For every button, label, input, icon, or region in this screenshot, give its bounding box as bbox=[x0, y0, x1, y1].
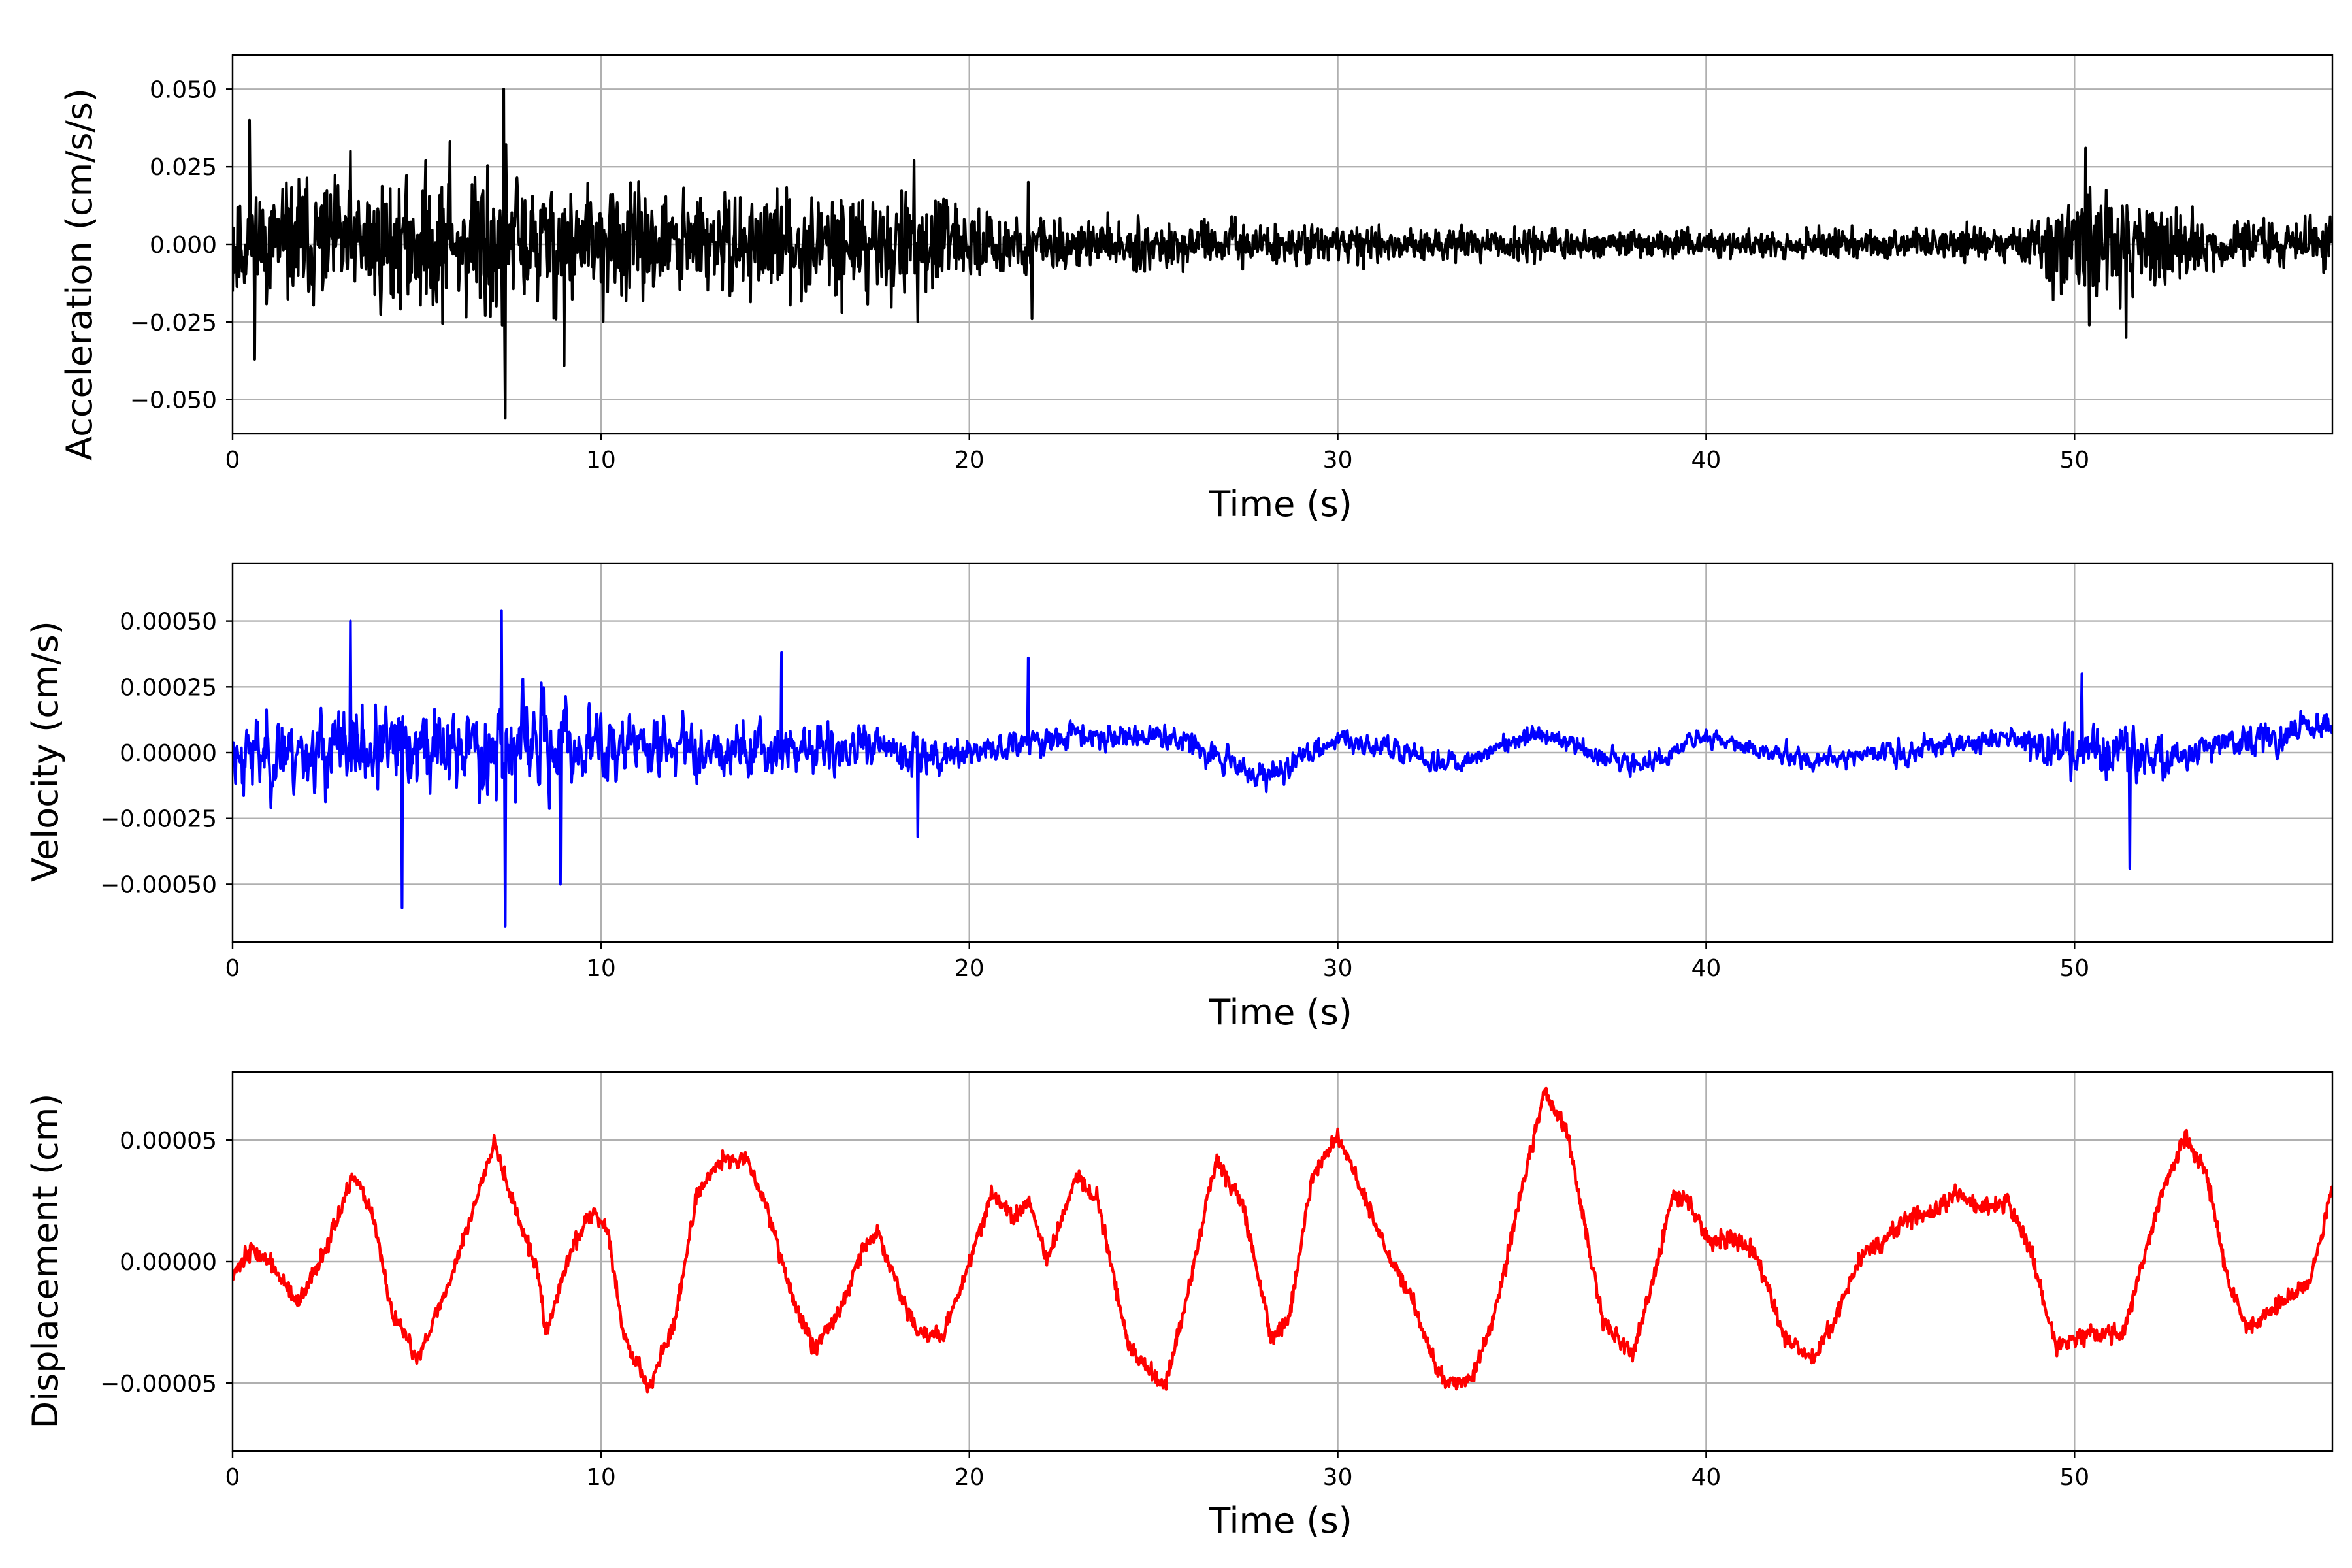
displacement-y-tick-label: 0.00000 bbox=[120, 1249, 217, 1276]
acceleration-y-tick-label: 0.025 bbox=[150, 154, 217, 181]
displacement-series-line bbox=[233, 1086, 2332, 1394]
velocity-panel: Velocity (cm/s) Time (s) 0 10 20 30 40 50 −0.0… bbox=[25, 562, 2334, 1033]
acceleration-y-tick-label: −0.025 bbox=[130, 310, 217, 336]
velocity-y-tick-label: 0.00025 bbox=[120, 674, 217, 701]
acceleration-x-tick-label: 10 bbox=[586, 447, 616, 474]
acceleration-ylabel: Acceleration (cm/s/s) bbox=[59, 88, 100, 461]
velocity-x-tick-label: 20 bbox=[955, 955, 985, 982]
displacement-ylabel: Displacement (cm) bbox=[25, 1094, 66, 1429]
acceleration-xlabel: Time (s) bbox=[1208, 483, 1352, 525]
displacement-panel: Displacement (cm) Time (s) 0 10 20 30 40 50 −0… bbox=[25, 1071, 2334, 1541]
acceleration-x-tick-label: 30 bbox=[1323, 447, 1353, 474]
velocity-x-tick-label: 30 bbox=[1323, 955, 1353, 982]
displacement-x-tick-label: 0 bbox=[225, 1464, 240, 1491]
velocity-x-tick-label: 0 bbox=[225, 955, 240, 982]
velocity-xlabel: Time (s) bbox=[1208, 992, 1352, 1033]
acceleration-series-line bbox=[233, 88, 2332, 420]
velocity-x-tick-label: 50 bbox=[2059, 955, 2089, 982]
acceleration-y-tick-label: 0.050 bbox=[150, 76, 217, 103]
acceleration-y-tick-label: −0.050 bbox=[130, 387, 217, 414]
displacement-x-tick-label: 50 bbox=[2059, 1464, 2089, 1491]
displacement-y-tick-label: 0.00005 bbox=[120, 1128, 217, 1154]
displacement-x-tick-label: 20 bbox=[955, 1464, 985, 1491]
velocity-y-tick-label: 0.00050 bbox=[120, 609, 217, 636]
displacement-y-tick-label: −0.00005 bbox=[100, 1371, 217, 1397]
acceleration-x-tick-label: 50 bbox=[2059, 447, 2089, 474]
displacement-x-tick-label: 30 bbox=[1323, 1464, 1353, 1491]
velocity-y-tick-label: −0.00025 bbox=[100, 806, 217, 833]
velocity-ylabel: Velocity (cm/s) bbox=[25, 621, 66, 882]
acceleration-x-tick-label: 0 bbox=[225, 447, 240, 474]
acceleration-panel: Acceleration (cm/s/s) Time (s) 0 10 20 30 40… bbox=[59, 54, 2334, 525]
velocity-y-tick-label: −0.00050 bbox=[100, 872, 217, 898]
displacement-xlabel: Time (s) bbox=[1208, 1500, 1352, 1541]
velocity-series-line bbox=[233, 609, 2332, 928]
velocity-x-tick-label: 10 bbox=[586, 955, 616, 982]
displacement-x-tick-label: 40 bbox=[1691, 1464, 1722, 1491]
acceleration-x-tick-label: 20 bbox=[955, 447, 985, 474]
displacement-x-tick-label: 10 bbox=[586, 1464, 616, 1491]
velocity-y-tick-label: 0.00000 bbox=[120, 740, 217, 767]
velocity-x-tick-label: 40 bbox=[1691, 955, 1722, 982]
acceleration-y-tick-label: 0.000 bbox=[150, 232, 217, 259]
acceleration-x-tick-label: 40 bbox=[1691, 447, 1722, 474]
